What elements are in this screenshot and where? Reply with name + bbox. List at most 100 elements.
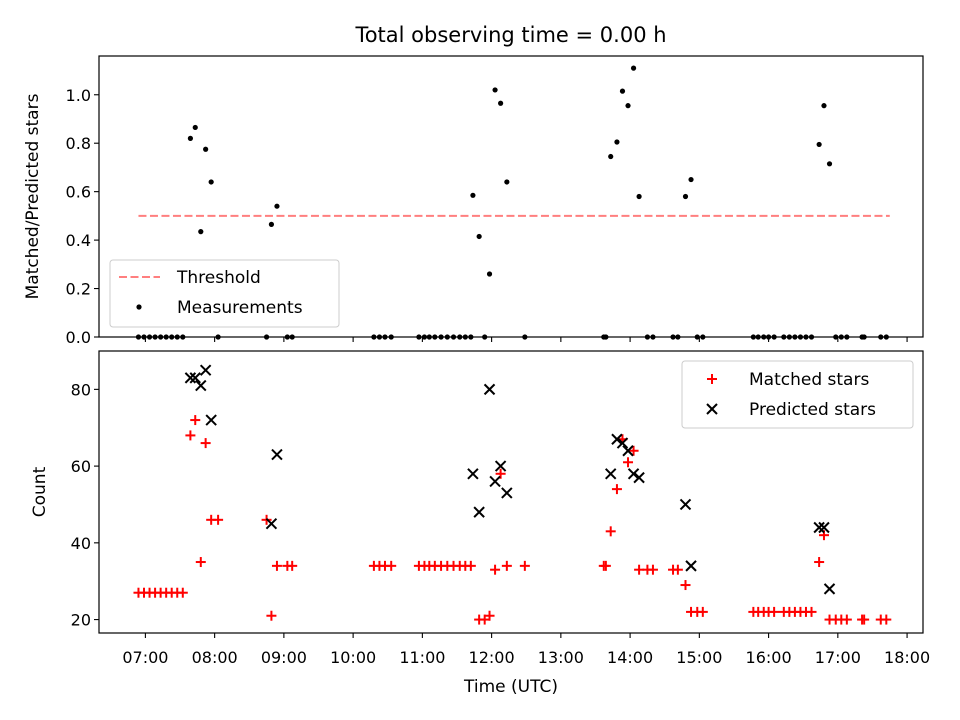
x-tick-label: 08:00 [192,648,238,667]
matched-stars-marker [841,614,852,625]
top-axes-frame [98,55,924,338]
measurement-point [476,233,482,240]
bottom-panel: 20 40 60 80 07:00 08:00 09:00 10:00 11:00 12:00 13… [30,350,930,667]
top-y-tick-label: 0.2 [66,280,91,299]
matched-stars-marker [814,557,825,568]
measurement-point [187,135,194,141]
predicted-stars-marker [823,583,836,595]
bottom-legend-box [681,360,914,429]
predicted-stars-marker [633,471,645,484]
x-tick-label: 12:00 [469,648,515,667]
matched-stars-marker [623,457,634,468]
measurement-point [192,124,198,131]
predicted-stars-marker [195,379,207,392]
matched-stars-marker [177,587,188,598]
predicted-stars-marker [501,487,513,499]
bottom-y-tick-label: 40 [71,534,91,553]
bottom-y-tick-label: 20 [71,611,91,630]
top-y-tick-label: 0.0 [66,328,91,347]
matched-stars-marker [501,560,512,571]
predicted-stars-marker [467,468,479,480]
matched-stars-marker [195,557,206,568]
matched-stars-marker [465,560,476,571]
measurement-point [826,161,833,167]
predicted-stars-marker [679,498,692,511]
matched-stars-marker [190,415,201,426]
legend-threshold-label: Threshold [176,268,261,288]
predicted-stars-marker [184,372,197,384]
top-panel: 0.0 0.2 0.4 0.6 0.8 1.0 Matched/Predicted sta… [23,55,924,347]
bottom-y-tick-label: 60 [71,457,91,476]
measurement-point [619,88,626,94]
matched-stars-marker [769,606,780,617]
bottom-axes-frame [98,350,924,634]
matched-stars-marker [628,445,639,456]
legend-measurements-label: Measurements [177,298,303,318]
legend-matched-stars-swatch [707,374,717,384]
measurement-point [504,179,510,185]
measurement-point [816,141,822,148]
matched-stars-marker [490,564,501,575]
legend-matched-stars-label: Matched stars [749,370,869,390]
top-legend: Threshold Measurements [109,259,340,328]
matched-stars-marker [806,606,817,617]
matched-stars-marker [271,560,282,571]
predicted-stars-marker [483,383,496,396]
x-tick-label: 15:00 [676,648,722,667]
measurement-point [636,193,642,200]
x-tick-label: 14:00 [607,648,653,667]
predicted-stars-marker [611,433,623,445]
measurement-point [630,65,637,71]
matched-stars-marker [881,614,892,625]
predicted-stars-marker [473,506,485,518]
matched-stars-marker [519,560,530,571]
top-y-tick-label: 0.8 [66,134,91,153]
predicted-stars-marker [627,468,640,480]
measurement-point [492,87,498,93]
matched-stars-marker [647,564,658,575]
predicted-stars-marker [813,521,825,534]
x-tick-label: 10:00 [330,648,376,667]
measurement-point [274,203,280,209]
top-y-tick-label: 1.0 [66,86,91,105]
measurement-point [682,193,689,200]
measurement-point [470,192,476,198]
matched-stars-marker [213,514,224,525]
measurement-point [608,153,614,160]
measurement-point [268,221,275,227]
predicted-stars-marker [189,372,201,384]
predicted-stars-marker [818,521,830,534]
matched-stars-marker [484,610,495,621]
x-tick-label: 13:00 [538,648,584,667]
matched-stars-marker [600,560,611,571]
predicted-stars-marker [616,437,629,449]
matched-stars-marker [697,606,708,617]
matched-stars-marker [859,614,870,625]
x-tick-label: 17:00 [815,648,861,667]
predicted-stars-marker [199,364,212,376]
x-tick-label: 09:00 [261,648,307,667]
x-axis-label: Time (UTC) [463,677,558,697]
legend-predicted-stars-label: Predicted stars [749,400,876,420]
matched-stars-marker [185,430,196,441]
matched-stars-marker [605,526,616,537]
x-tick-label: 11:00 [399,648,445,667]
matched-stars-marker [266,610,277,621]
x-tick-label: 16:00 [746,648,792,667]
predicted-stars-marker [265,517,278,530]
measurement-point [198,229,204,235]
x-tick-label: 07:00 [122,648,168,667]
top-legend-box [109,259,340,328]
predicted-stars-marker [685,560,697,572]
measurement-point [208,179,214,185]
predicted-stars-marker [489,475,501,488]
x-tick-label: 18:00 [884,648,930,667]
measurement-point [821,103,827,109]
matched-stars-marker [611,484,622,495]
measurement-point [498,100,504,106]
legend-predicted-stars-swatch [706,403,718,415]
top-y-axis-label: Matched/Predicted stars [23,93,43,299]
bottom-y-axis-label: Count [30,466,50,517]
